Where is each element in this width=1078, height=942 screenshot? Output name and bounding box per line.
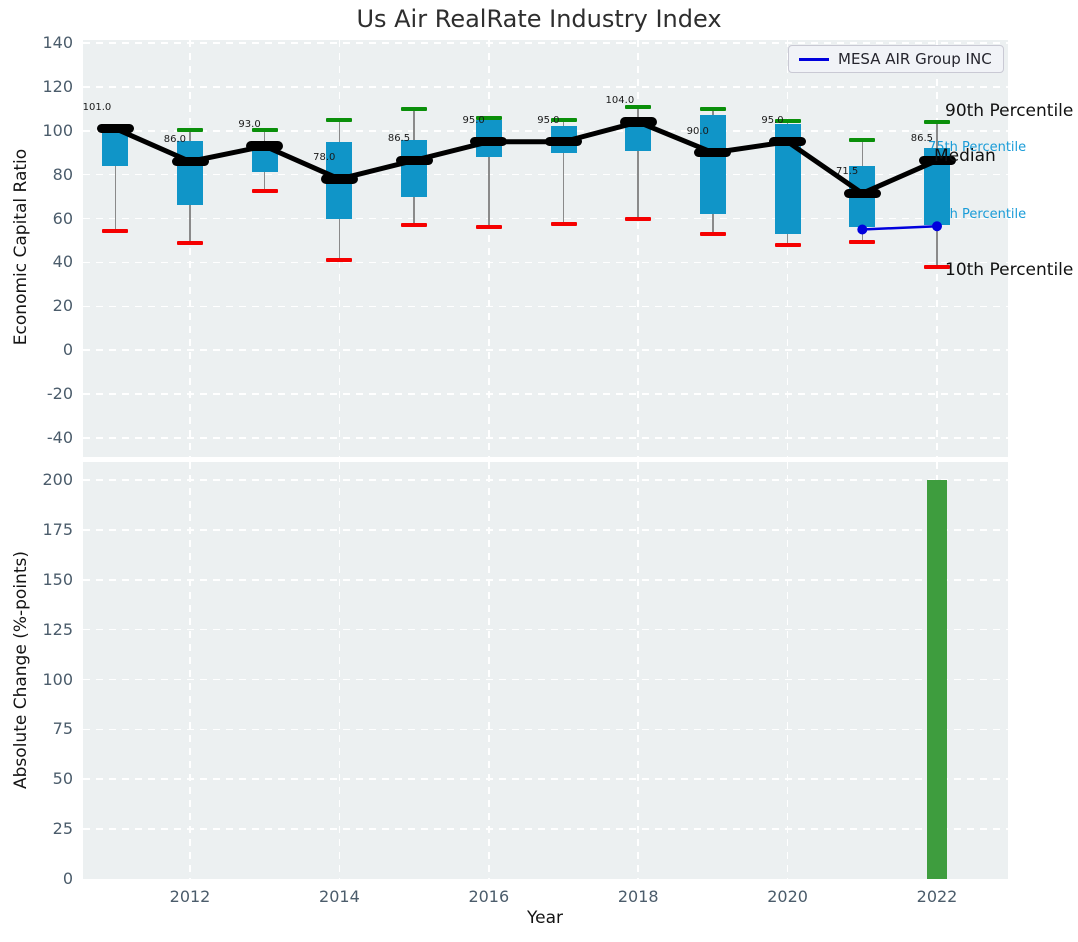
cap-10th bbox=[177, 241, 203, 245]
median-value-label: 95.0 bbox=[500, 115, 560, 126]
annotation-10th-percentile: 10th Percentile bbox=[945, 260, 1073, 280]
gridline bbox=[83, 130, 1008, 132]
cap-10th bbox=[476, 225, 502, 229]
gridline bbox=[787, 40, 789, 457]
median-marker bbox=[470, 137, 507, 147]
x-tick-label: 2012 bbox=[153, 887, 227, 906]
x-axis-label: Year bbox=[445, 908, 645, 928]
cap-10th bbox=[551, 222, 577, 226]
legend-line-swatch bbox=[799, 58, 829, 61]
bottom-plot-area bbox=[83, 462, 1008, 879]
median-marker bbox=[246, 141, 283, 151]
y-tick-label: -40 bbox=[15, 428, 73, 447]
gridline bbox=[83, 479, 1008, 481]
median-marker bbox=[545, 137, 582, 147]
median-value-label: 71.5 bbox=[798, 166, 858, 177]
legend-label: MESA AIR Group INC bbox=[838, 50, 992, 68]
median-marker bbox=[769, 137, 806, 147]
median-value-label: 95.0 bbox=[425, 115, 485, 126]
median-marker bbox=[844, 189, 881, 199]
gridline bbox=[83, 42, 1008, 44]
gridline bbox=[339, 462, 341, 879]
gridline bbox=[83, 729, 1008, 731]
gridline bbox=[83, 306, 1008, 308]
gridline bbox=[83, 828, 1008, 830]
gridline bbox=[637, 462, 639, 879]
median-value-label: 93.0 bbox=[201, 119, 261, 130]
gridline bbox=[488, 40, 490, 457]
cap-10th bbox=[401, 223, 427, 227]
y-axis-label-top: Economic Capital Ratio bbox=[11, 77, 33, 417]
percentile-box bbox=[401, 140, 427, 197]
x-tick-label: 2016 bbox=[452, 887, 526, 906]
change-bar bbox=[927, 480, 947, 879]
gridline bbox=[83, 437, 1008, 439]
median-marker bbox=[321, 174, 358, 184]
y-tick-label: 200 bbox=[15, 470, 73, 489]
cap-10th bbox=[252, 189, 278, 193]
figure: Us Air RealRate Industry Index 75th Perc… bbox=[0, 0, 1078, 942]
median-value-label: 78.0 bbox=[275, 152, 335, 163]
chart-title: Us Air RealRate Industry Index bbox=[0, 5, 1078, 33]
gridline bbox=[83, 679, 1008, 681]
annotation-90th-percentile: 90th Percentile bbox=[945, 101, 1073, 121]
gridline bbox=[83, 86, 1008, 88]
gridline bbox=[83, 393, 1008, 395]
gridline bbox=[488, 462, 490, 879]
median-value-label: 86.5 bbox=[873, 133, 933, 144]
y-axis-label-bottom: Absolute Change (%-points) bbox=[11, 500, 33, 840]
gridline bbox=[83, 629, 1008, 631]
cap-90th bbox=[177, 128, 203, 132]
cap-90th bbox=[326, 118, 352, 122]
x-tick-label: 2022 bbox=[900, 887, 974, 906]
gridline bbox=[83, 349, 1008, 351]
gridline bbox=[637, 40, 639, 457]
median-value-label: 90.0 bbox=[649, 126, 709, 137]
gridline bbox=[83, 579, 1008, 581]
x-tick-label: 2018 bbox=[601, 887, 675, 906]
percentile-box bbox=[177, 141, 203, 206]
x-tick-label: 2014 bbox=[302, 887, 376, 906]
cap-10th bbox=[326, 258, 352, 262]
median-value-label: 86.5 bbox=[350, 133, 410, 144]
cap-10th bbox=[775, 243, 801, 247]
gridline bbox=[189, 462, 191, 879]
median-value-label: 86.0 bbox=[126, 134, 186, 145]
gridline bbox=[83, 262, 1008, 264]
gridline bbox=[787, 462, 789, 879]
median-marker bbox=[172, 157, 209, 167]
gridline bbox=[83, 778, 1008, 780]
median-value-label: 95.0 bbox=[724, 115, 784, 126]
cap-10th bbox=[102, 229, 128, 233]
cap-90th bbox=[849, 138, 875, 142]
y-tick-label: 0 bbox=[15, 869, 73, 888]
median-value-label: 104.0 bbox=[574, 95, 634, 106]
cap-10th bbox=[625, 217, 651, 221]
median-marker bbox=[396, 156, 433, 166]
cap-10th bbox=[849, 240, 875, 244]
y-tick-label: 140 bbox=[15, 33, 73, 52]
median-marker bbox=[694, 148, 731, 158]
legend: MESA AIR Group INC bbox=[788, 45, 1004, 73]
median-value-label: 101.0 bbox=[51, 102, 111, 113]
median-marker bbox=[97, 124, 134, 134]
x-tick-label: 2020 bbox=[751, 887, 825, 906]
percentile-box bbox=[102, 129, 128, 166]
cap-90th bbox=[401, 107, 427, 111]
gridline bbox=[189, 40, 191, 457]
gridline bbox=[83, 529, 1008, 531]
annotation-median: Median bbox=[934, 146, 996, 166]
cap-10th bbox=[700, 232, 726, 236]
cap-90th bbox=[700, 107, 726, 111]
